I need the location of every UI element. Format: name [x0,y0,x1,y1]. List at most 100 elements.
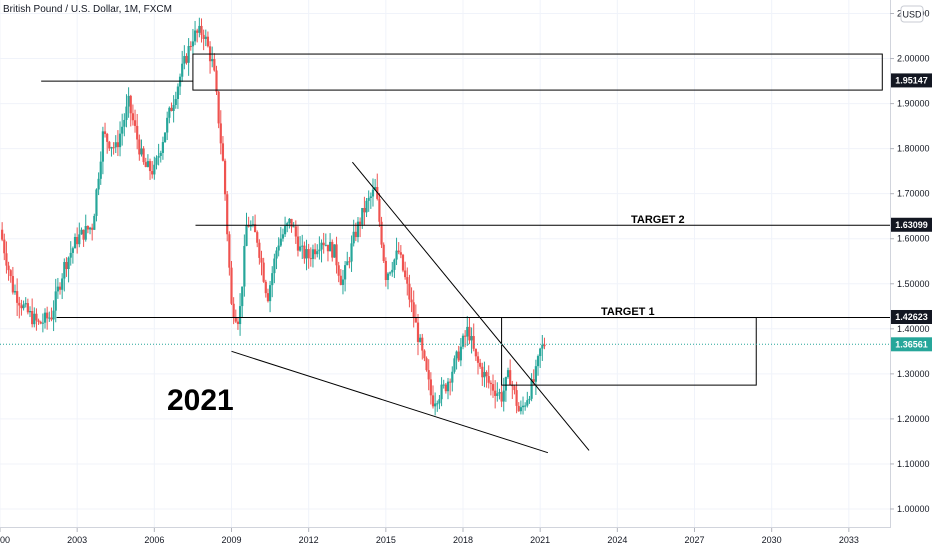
candle [138,134,141,161]
candle-body [429,379,432,396]
candle [526,391,529,408]
price-tick-label: 1.80000 [897,144,930,154]
candle-body [311,249,315,259]
candle [339,269,342,286]
wedge-upper [352,161,590,451]
candle-body [502,390,505,402]
candle-body [80,229,83,235]
candle [211,46,214,68]
candle-body [322,242,325,246]
year-annotation: 2021 [167,384,234,417]
candle [223,158,227,201]
candle [543,337,546,350]
candle [189,41,192,51]
candle [112,142,115,155]
candle-body [294,226,297,237]
candle-body [50,317,53,320]
candle [521,396,525,415]
candle-body [365,200,368,213]
candle-body [438,399,441,404]
candle-body [406,277,409,284]
candle [181,50,184,82]
candle-body [356,221,360,238]
candle [483,361,486,388]
candle-body [67,257,70,270]
candle [401,253,405,273]
candle [228,231,231,276]
candle-body [144,162,147,167]
price-badge: 1.63099 [891,217,932,232]
candle [140,139,143,157]
candle [286,221,289,233]
candle-body [35,313,38,321]
candle-body [112,147,115,149]
candle-body [277,245,280,251]
candle [33,307,36,328]
candle-body [494,390,497,396]
candle-body [391,269,394,273]
candle-body [504,377,507,391]
candle-body [296,236,300,251]
candle-body [316,251,319,255]
candle [256,230,259,248]
candle-body [95,189,98,216]
candle [273,253,276,284]
grid [0,0,890,527]
candle [378,192,381,227]
candle [198,17,201,38]
candle [136,113,139,150]
candle [226,190,229,242]
candle-body [243,245,246,287]
candle-body [138,139,141,155]
candle [320,239,323,263]
candle [487,365,490,389]
candle [513,384,516,395]
candle [28,306,32,318]
candle [397,242,400,255]
candle-body [5,253,8,266]
time-axis[interactable]: 2000 2003 2006 2009 2012 2015 2018 2021 2024 2027… [0,528,859,545]
candle [22,300,25,311]
candle [268,280,272,313]
candle-body [303,245,306,259]
candle [283,216,287,238]
candle-body [234,317,237,322]
candle [509,359,512,386]
candle [271,266,274,298]
candle-body [421,337,424,351]
candle [174,91,177,109]
candle-body [271,273,274,286]
candle-body [116,142,119,148]
candle-body [228,234,231,268]
time-tick-label: 2024 [607,535,627,545]
candle [95,188,98,222]
candles [1,17,546,416]
candle [408,274,411,308]
candle [326,244,330,262]
currency-button[interactable]: USD [900,5,924,23]
candle [519,400,522,415]
candle [260,250,263,276]
candle-body [125,106,128,120]
candle [386,272,390,290]
candle [468,317,471,345]
candle-body [378,198,381,222]
candle [170,102,173,112]
candle-body [187,46,190,63]
candle-body [346,261,349,266]
price-badge-label: 1.95147 [895,75,928,85]
candle [172,95,175,123]
candle-body [174,99,177,105]
candle [217,90,220,129]
candle-body [183,56,186,64]
candle-body [320,242,323,250]
candle-body [541,344,544,349]
candle-body [273,258,276,274]
candle-body [181,63,184,77]
candle-body [37,320,40,322]
candle [335,236,338,274]
candle [279,226,282,248]
candle-body [213,59,216,71]
candle [204,29,207,47]
